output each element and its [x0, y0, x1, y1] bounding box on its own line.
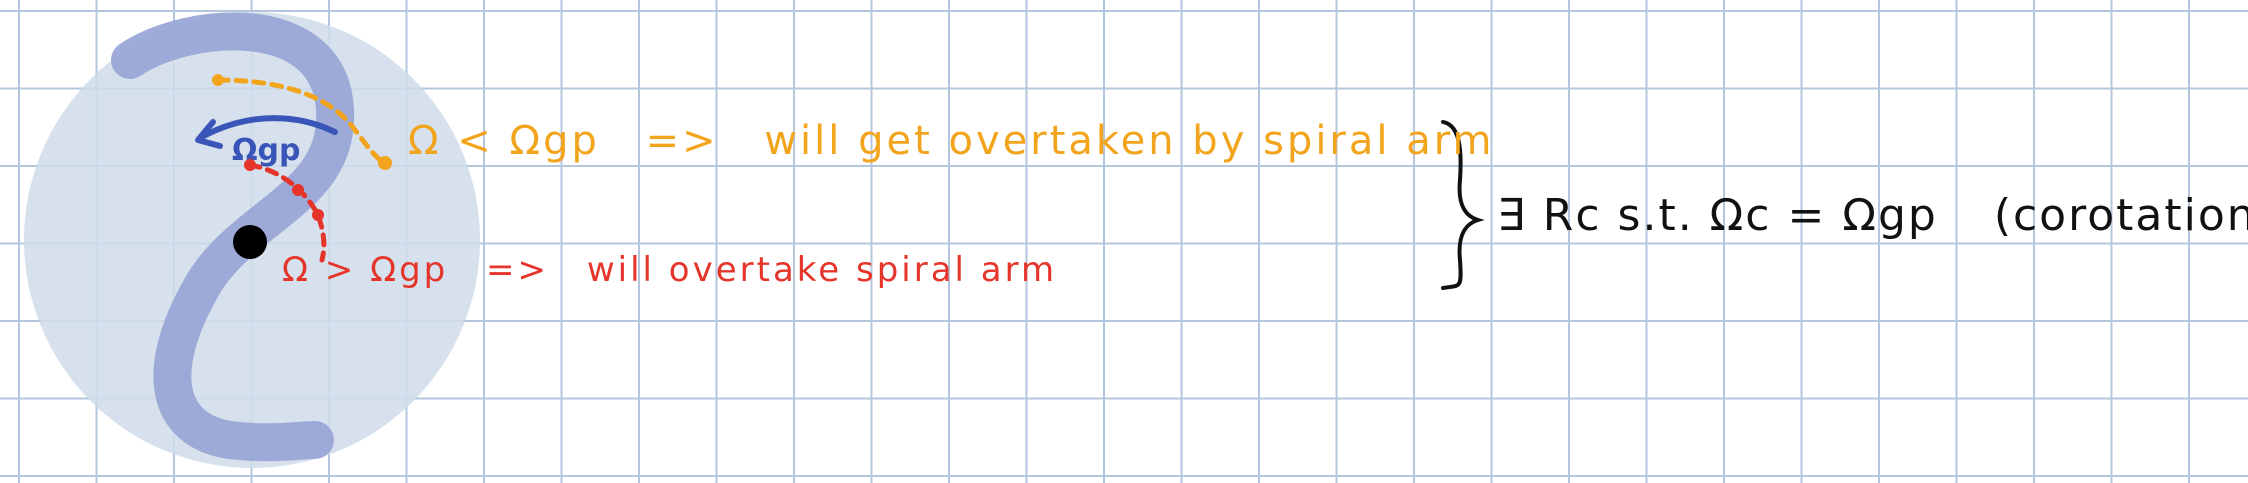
fast-result: will overtake spiral arm	[586, 250, 1058, 290]
fast-orbit-dot	[292, 184, 304, 196]
fast-orbit-start	[244, 159, 256, 171]
slow-orbit-note: Ω < Ωgp => will get overtaken by spiral …	[408, 118, 1494, 164]
slow-orbit-start	[212, 74, 224, 86]
black-dot-icon	[233, 225, 267, 259]
slow-implies: =>	[645, 118, 719, 164]
slow-orbit-end	[378, 156, 392, 170]
slow-result: will get overtaken by spiral arm	[764, 118, 1495, 164]
corotation-label: (corotation)	[1993, 190, 2248, 241]
fast-orbit-path	[247, 162, 327, 263]
omega-gp-label: Ωgp	[232, 133, 300, 168]
right-curly-brace-icon	[1441, 120, 1485, 290]
rotation-arrow-icon	[197, 115, 338, 141]
fast-orbit-dot-2	[312, 209, 324, 221]
arrowhead-icon	[195, 119, 223, 149]
fast-implies: =>	[486, 250, 550, 290]
slow-orbit-path	[215, 77, 388, 166]
fast-orbit-note: Ω > Ωgp => will overtake spiral arm	[282, 250, 1057, 290]
fast-case: Ω > Ωgp	[282, 250, 449, 290]
corotation-equation: ∃ Rc s.t. Ωc = Ωgp	[1497, 190, 1938, 241]
corotation-conclusion: ∃ Rc s.t. Ωc = Ωgp (corotation)	[1497, 190, 2248, 241]
slow-case: Ω < Ωgp	[408, 118, 600, 164]
